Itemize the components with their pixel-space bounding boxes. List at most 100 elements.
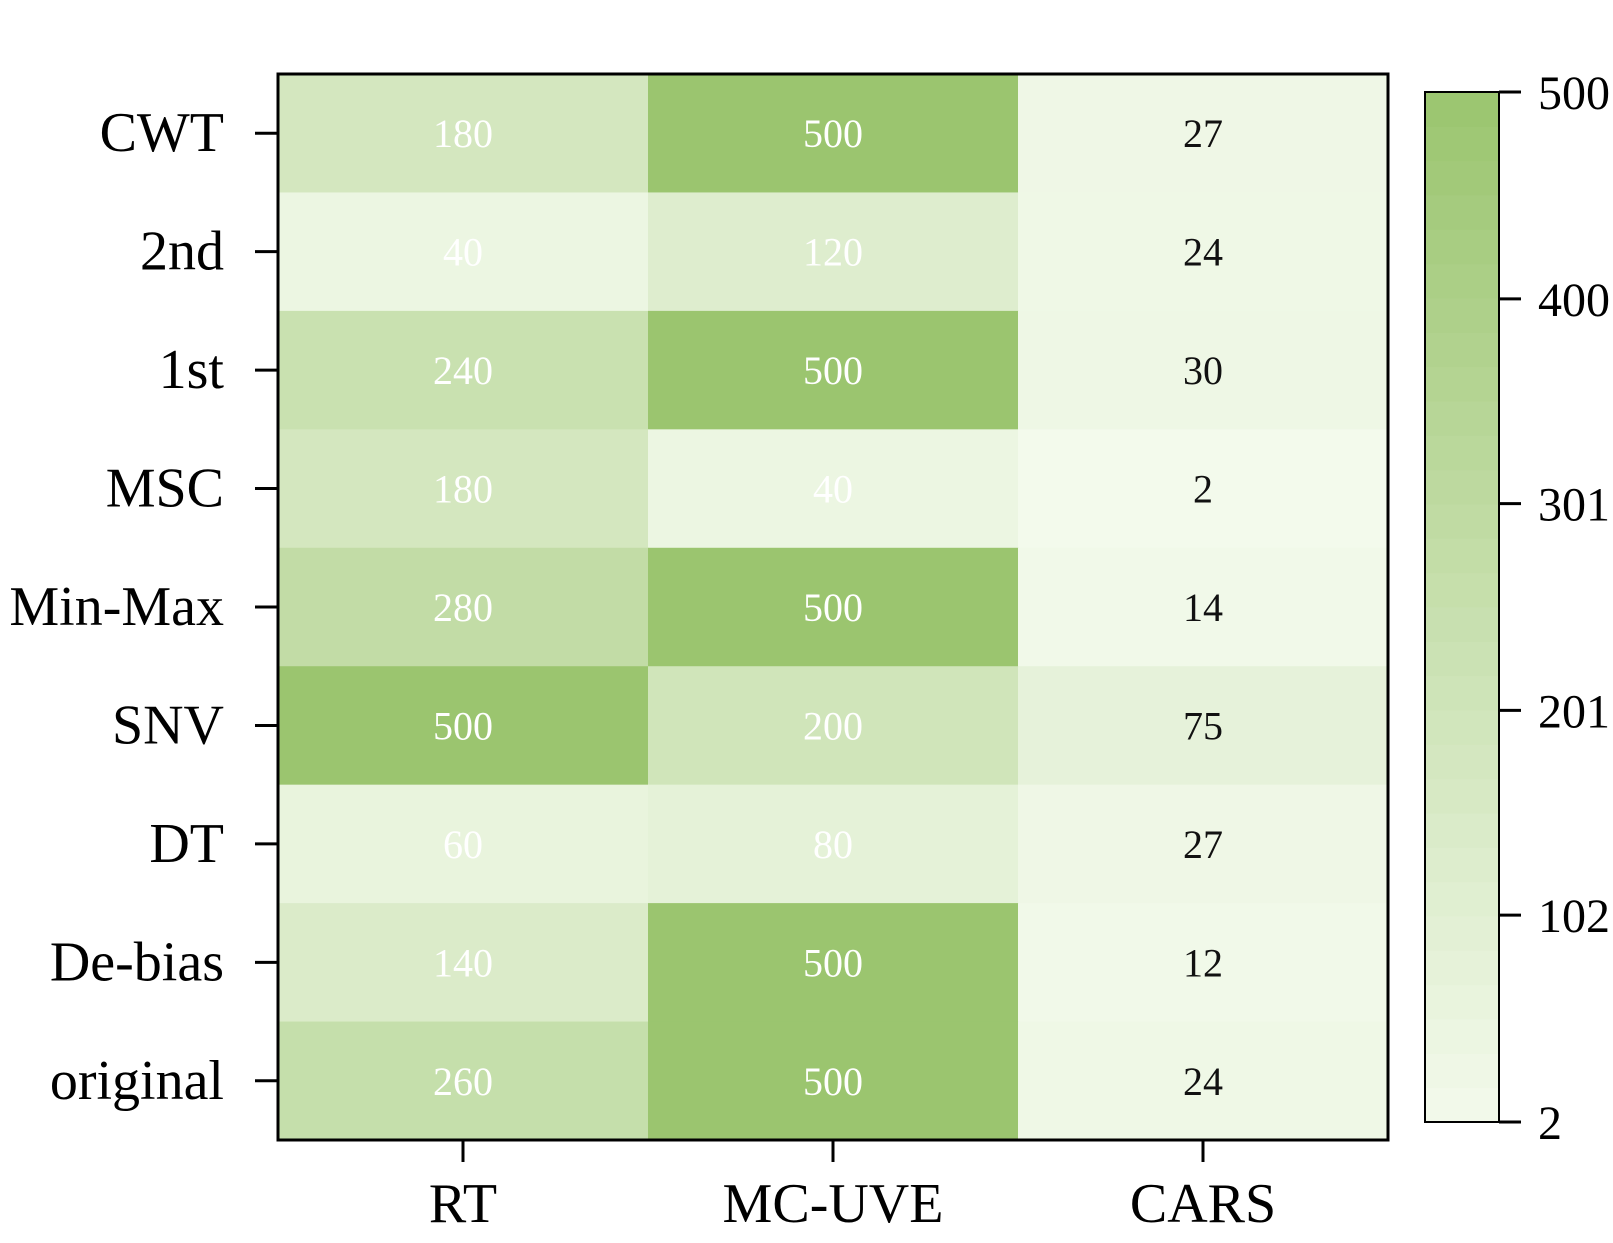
heatmap-cell	[1018, 310, 1389, 430]
colorbar-segment	[1425, 641, 1499, 677]
colorbar-segment	[1425, 160, 1499, 196]
cell-value-label: 14	[1183, 585, 1223, 630]
y-tick-label: SNV	[112, 694, 224, 756]
heatmap-cell	[1018, 429, 1389, 549]
heatmap-cell	[1018, 74, 1389, 193]
colorbar-segment	[1425, 950, 1499, 986]
colorbar-segment	[1425, 916, 1499, 951]
y-tick-label: MSC	[106, 458, 224, 520]
heatmap-cell	[278, 547, 649, 667]
colorbar-segment	[1425, 435, 1499, 471]
colorbar-segment	[1425, 229, 1499, 265]
colorbar-segment	[1425, 984, 1499, 1020]
heatmap-cell	[1018, 784, 1389, 904]
heatmap-cell	[278, 784, 649, 904]
x-axis: RT MC-UVE CARS	[429, 1140, 1276, 1235]
heatmap-cell	[1018, 1021, 1389, 1141]
cell-value-label: 500	[803, 585, 863, 630]
heatmap-cell	[648, 784, 1019, 904]
cell-value-label: 180	[433, 467, 493, 512]
colorbar-segment	[1425, 469, 1499, 505]
heatmap-cell	[648, 666, 1019, 786]
cell-value-label: 180	[433, 111, 493, 156]
heatmap-cell	[648, 547, 1019, 667]
colorbar-segment	[1425, 847, 1499, 883]
cell-value-label: 24	[1183, 1059, 1223, 1104]
colorbar-segment	[1425, 366, 1499, 402]
heatmap-cells	[278, 74, 1389, 1141]
y-tick-label: 1st	[159, 339, 225, 401]
y-axis: CWT 2nd 1st MSC Min-Max SNV DT De-bias original	[9, 102, 278, 1112]
colorbar-segment	[1425, 538, 1499, 574]
colorbar-segment	[1425, 401, 1499, 436]
heatmap-cell	[278, 903, 649, 1023]
cell-value-label: 24	[1183, 230, 1223, 275]
cell-value-label: 12	[1183, 940, 1223, 985]
heatmap-cell	[648, 1021, 1019, 1141]
colorbar-segment	[1425, 195, 1499, 230]
cell-value-label: 27	[1183, 822, 1223, 867]
colorbar-segment	[1425, 1019, 1499, 1054]
cell-value-label: 140	[433, 940, 493, 985]
cell-value-label: 60	[443, 822, 483, 867]
colorbar-segment	[1425, 504, 1499, 539]
colorbar-segment	[1425, 744, 1499, 780]
x-tick-label: MC-UVE	[723, 1173, 944, 1235]
cell-value-label: 500	[803, 348, 863, 393]
y-tick-label: 2nd	[140, 221, 224, 283]
heatmap-cell	[648, 429, 1019, 549]
colorbar-segment	[1425, 298, 1499, 333]
y-tick-label: De-bias	[50, 931, 224, 993]
colorbar-segment	[1425, 1053, 1499, 1089]
cell-value-label: 27	[1183, 111, 1223, 156]
colorbar-segment	[1425, 263, 1499, 299]
cell-value-label: 80	[813, 822, 853, 867]
heatmap-cell	[278, 310, 649, 430]
colorbar-segment	[1425, 607, 1499, 642]
colorbar-segment	[1425, 572, 1499, 608]
y-tick-label: CWT	[100, 102, 224, 164]
heatmap-cell	[648, 310, 1019, 430]
heatmap-cell	[1018, 903, 1389, 1023]
heatmap-cell	[278, 666, 649, 786]
heatmap-cell	[1018, 547, 1389, 667]
colorbar-segment	[1425, 675, 1499, 711]
colorbar-segment	[1425, 881, 1499, 917]
cell-value-label: 500	[803, 940, 863, 985]
heatmap-cell	[278, 192, 649, 312]
heatmap-cell-labels: 180 500 27 40 120 24 240 500 30 180 40 2 280 500 14 500…	[433, 111, 1223, 1104]
cell-value-label: 120	[803, 230, 863, 275]
colorbar-segment	[1425, 778, 1499, 814]
cell-value-label: 2	[1193, 467, 1213, 512]
heatmap-cell	[278, 429, 649, 549]
cell-value-label: 500	[433, 703, 493, 748]
x-tick-label: CARS	[1130, 1173, 1276, 1235]
heatmap-cell	[648, 903, 1019, 1023]
colorbar-segment	[1425, 813, 1499, 848]
heatmap-cell	[278, 1021, 649, 1141]
heatmap-cell	[648, 192, 1019, 312]
heatmap-cell	[1018, 666, 1389, 786]
cell-value-label: 260	[433, 1059, 493, 1104]
heatmap-cell	[278, 74, 649, 193]
x-tick-label: RT	[429, 1173, 497, 1235]
colorbar-tick-label: 301	[1538, 479, 1610, 532]
y-tick-label: Min-Max	[9, 576, 224, 638]
colorbar-tick-label: 400	[1538, 274, 1610, 327]
cell-value-label: 280	[433, 585, 493, 630]
colorbar-tick-label: 102	[1538, 890, 1610, 943]
cell-value-label: 500	[803, 1059, 863, 1104]
colorbar-segment	[1425, 1087, 1499, 1123]
cell-value-label: 240	[433, 348, 493, 393]
heatmap-cell	[1018, 192, 1389, 312]
y-tick-label: DT	[149, 813, 224, 875]
heatmap-cell	[648, 74, 1019, 193]
cell-value-label: 40	[813, 467, 853, 512]
colorbar-frame	[1424, 91, 1500, 1123]
cell-value-label: 30	[1183, 348, 1223, 393]
cell-value-label: 200	[803, 703, 863, 748]
colorbar: 2 102 201 301 400 500	[1424, 67, 1610, 1150]
colorbar-segment	[1425, 92, 1499, 127]
